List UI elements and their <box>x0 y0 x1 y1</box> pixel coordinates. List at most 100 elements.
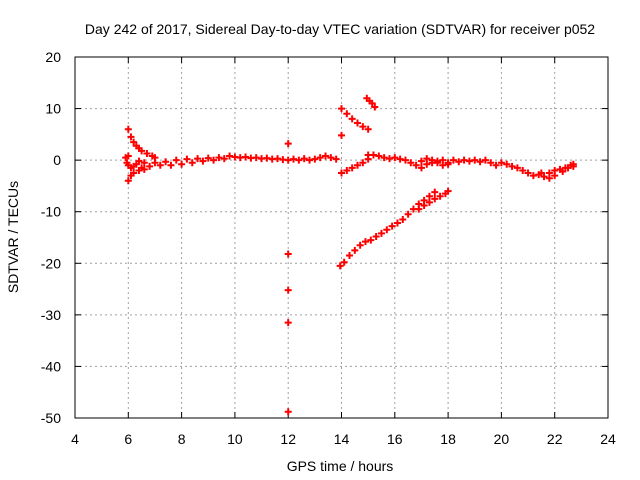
data-point <box>146 162 154 170</box>
data-point <box>348 115 356 123</box>
data-point <box>252 154 260 162</box>
data-point <box>263 154 271 162</box>
data-point <box>449 156 457 164</box>
data-point <box>151 154 159 162</box>
axis-ticks: 4 6 8 10 12 14 16 18 20 22 24 -50 -40 -30 -20 -10 0 10 20 <box>41 49 616 447</box>
y-tick-label: -50 <box>41 410 61 426</box>
data-point <box>439 161 447 169</box>
data-point <box>444 187 452 195</box>
data-point <box>306 156 314 164</box>
x-tick-label: 14 <box>334 431 350 447</box>
data-point <box>417 157 425 165</box>
data-point <box>412 161 420 169</box>
data-point <box>513 164 521 172</box>
data-point <box>388 222 396 230</box>
data-point <box>361 238 369 246</box>
data-point <box>401 156 409 164</box>
data-point <box>300 155 308 163</box>
data-point <box>399 215 407 223</box>
data-point <box>338 169 345 177</box>
data-point <box>327 154 335 162</box>
data-point <box>569 162 577 170</box>
data-point <box>367 236 375 244</box>
data-point <box>124 125 132 133</box>
data-point <box>215 154 223 162</box>
series-late-band <box>364 151 577 181</box>
data-point <box>487 159 495 167</box>
data-point <box>284 408 292 416</box>
data-point <box>460 156 468 164</box>
x-tick-label: 18 <box>440 431 456 447</box>
data-point <box>226 152 234 160</box>
data-point <box>503 160 511 168</box>
y-tick-label: -40 <box>41 358 61 374</box>
y-tick-label: 0 <box>53 152 61 168</box>
data-point <box>383 226 391 234</box>
data-point <box>345 252 353 260</box>
data-point <box>368 99 376 107</box>
data-point <box>340 258 348 266</box>
data-point <box>274 155 282 163</box>
data-point <box>284 250 292 258</box>
data-point <box>545 174 553 182</box>
data-point <box>372 232 380 240</box>
data-point <box>371 103 379 111</box>
data-point <box>311 155 319 163</box>
data-point <box>199 157 207 165</box>
data-point <box>316 154 324 162</box>
x-tick-label: 8 <box>178 431 186 447</box>
x-tick-label: 12 <box>280 431 296 447</box>
data-point <box>124 177 132 185</box>
series-upper-ascending-arc <box>415 187 452 213</box>
series-short-arc-near-15h <box>363 94 379 111</box>
data-point <box>476 158 484 166</box>
data-point <box>497 159 505 167</box>
data-point <box>284 156 292 164</box>
data-point <box>332 155 340 163</box>
data-point <box>210 156 218 164</box>
data-point <box>385 155 393 163</box>
y-tick-label: -30 <box>41 307 61 323</box>
data-point <box>420 202 428 210</box>
data-point <box>508 162 516 170</box>
data-point <box>124 152 132 160</box>
data-point <box>356 241 364 249</box>
x-tick-label: 24 <box>600 431 616 447</box>
data-point <box>393 219 401 227</box>
series-early-decaying-arc <box>124 125 159 162</box>
data-point <box>343 110 351 118</box>
data-point <box>138 147 146 155</box>
data-point <box>481 156 489 164</box>
y-tick-label: 10 <box>45 101 61 117</box>
data-point <box>444 160 452 168</box>
data-point <box>417 164 425 172</box>
series-descending-arc-after-14h <box>338 105 372 133</box>
series-main-band <box>122 152 340 172</box>
data-point <box>425 198 433 206</box>
data-point <box>336 262 344 270</box>
data-point <box>135 166 143 174</box>
data-point <box>391 154 399 162</box>
x-tick-label: 10 <box>227 431 243 447</box>
data-point <box>194 155 202 163</box>
data-point <box>404 210 412 218</box>
data-point <box>415 205 423 213</box>
data-point <box>156 161 164 169</box>
y-axis-label: SDTVAR / TECUs <box>5 181 21 293</box>
data-point <box>436 192 444 200</box>
data-point <box>188 159 196 167</box>
series-outliers-near-12h <box>284 131 345 416</box>
series-early-negative-arc <box>124 165 148 185</box>
data-point <box>369 151 377 159</box>
data-point <box>428 156 436 164</box>
data-point <box>351 246 359 254</box>
data-point <box>220 155 228 163</box>
data-point <box>359 159 367 167</box>
data-point <box>284 286 292 294</box>
x-axis-label: GPS time / hours <box>287 458 394 474</box>
data-point <box>492 161 500 169</box>
data-point <box>242 153 250 161</box>
y-tick-label: -20 <box>41 255 61 271</box>
data-point <box>353 161 361 169</box>
